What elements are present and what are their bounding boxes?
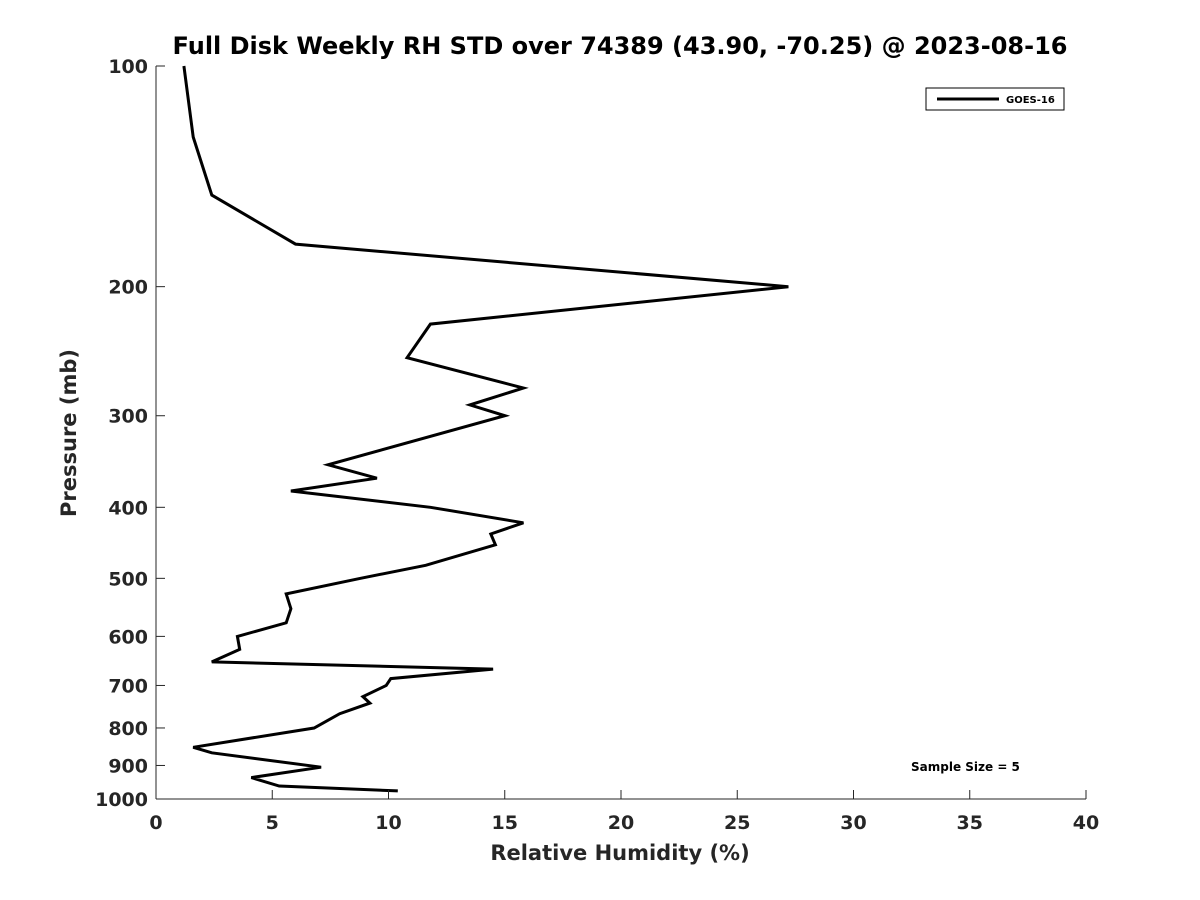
y-tick-label: 500 (108, 568, 148, 590)
x-tick-label: 35 (957, 812, 983, 834)
y-tick-label: 400 (108, 497, 148, 519)
legend-entry-goes-16: GOES-16 (1006, 95, 1055, 106)
chart-title: Full Disk Weekly RH STD over 74389 (43.9… (173, 32, 1068, 60)
sample-size-annotation: Sample Size = 5 (911, 760, 1020, 774)
x-axis-label: Relative Humidity (%) (490, 841, 749, 865)
x-tick-label: 15 (492, 812, 518, 834)
x-tick-label: 30 (840, 812, 866, 834)
x-axis-ticks: 0 5 10 15 20 25 30 35 40 (149, 790, 1099, 834)
x-tick-label: 10 (375, 812, 401, 834)
x-tick-label: 20 (608, 812, 634, 834)
y-tick-label: 700 (108, 675, 148, 697)
y-axis-label: Pressure (mb) (57, 349, 81, 517)
y-tick-label: 300 (108, 406, 148, 428)
y-tick-label: 1000 (95, 789, 148, 811)
x-tick-label: 0 (149, 812, 162, 834)
plot-area (155, 65, 1086, 800)
x-tick-label: 5 (266, 812, 279, 834)
x-tick-label: 25 (724, 812, 750, 834)
y-tick-label: 600 (108, 626, 148, 648)
y-tick-label: 900 (108, 755, 148, 777)
y-tick-label: 100 (108, 56, 148, 78)
legend: GOES-16 (925, 87, 1065, 111)
x-tick-label: 40 (1073, 812, 1099, 834)
series-line-goes-16 (182, 65, 789, 793)
y-tick-label: 800 (108, 718, 148, 740)
y-tick-label: 200 (108, 277, 148, 299)
y-axis-ticks: 100 200 300 400 500 600 700 800 900 1000 (95, 56, 165, 811)
